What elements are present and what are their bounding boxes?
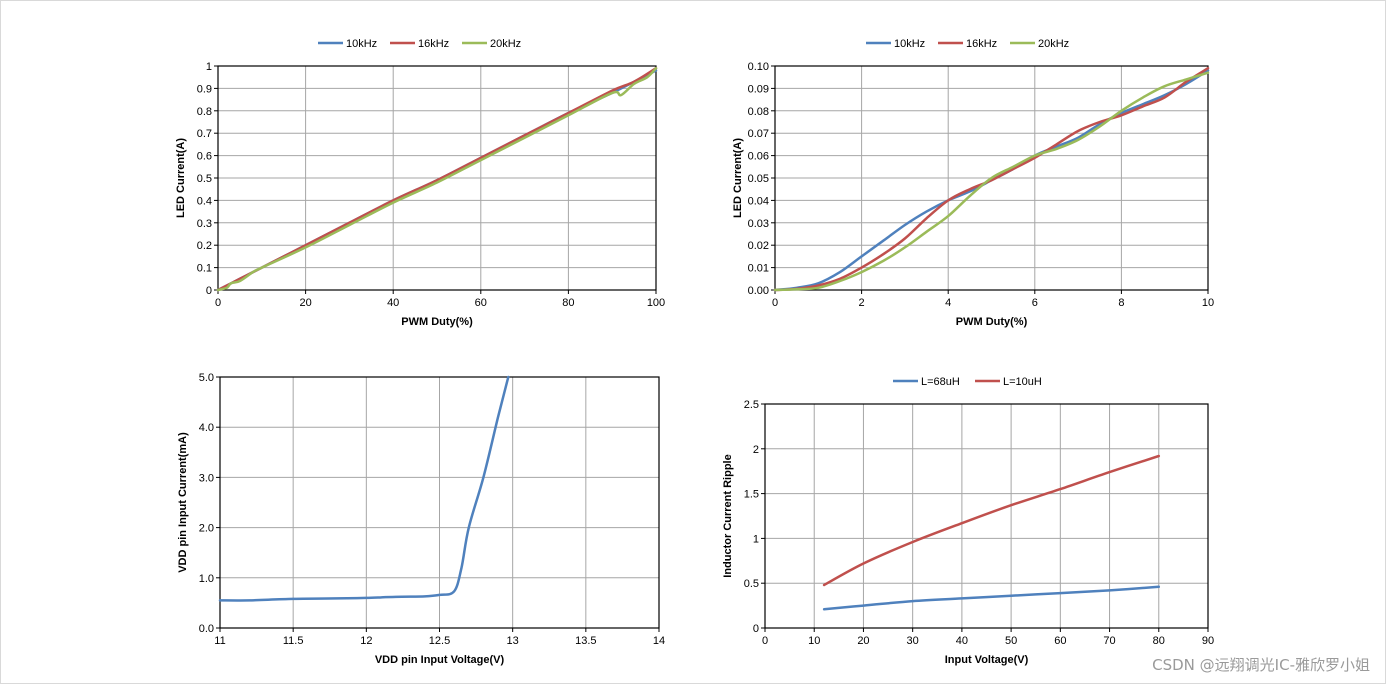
x-tick-label: 40 xyxy=(956,635,968,647)
y-tick-label: 0 xyxy=(206,285,212,297)
y-tick-label: 0.9 xyxy=(197,83,212,95)
y-tick-label: 0.09 xyxy=(748,83,769,95)
x-tick-label: 11 xyxy=(214,635,225,647)
x-axis-title: PWM Duty(%) xyxy=(956,316,1028,328)
x-axis-title: Input Voltage(V) xyxy=(945,654,1029,666)
x-tick-label: 50 xyxy=(1005,635,1017,647)
x-tick-label: 70 xyxy=(1103,635,1115,647)
y-tick-label: 0.08 xyxy=(748,106,769,118)
x-tick-label: 8 xyxy=(1118,297,1124,309)
x-tick-label: 60 xyxy=(1054,635,1066,647)
series-line-L=10uH xyxy=(822,454,1161,587)
y-tick-label: 0.1 xyxy=(197,263,212,275)
x-tick-label: 20 xyxy=(857,635,869,647)
y-tick-label: 0.03 xyxy=(748,218,769,230)
x-tick-label: 2 xyxy=(859,297,865,309)
series-line-16kHz xyxy=(773,66,1210,292)
x-tick-label: 11.5 xyxy=(283,635,304,647)
y-tick-label: 0.00 xyxy=(748,285,769,297)
x-axis-title: VDD pin Input Voltage(V) xyxy=(375,654,505,666)
x-tick-label: 90 xyxy=(1202,635,1214,647)
x-tick-label: 14 xyxy=(653,635,665,647)
y-tick-label: 0.07 xyxy=(748,128,769,140)
legend: L=68uH L=10uH xyxy=(893,376,1042,388)
y-tick-label: 0.01 xyxy=(748,263,769,275)
y-tick-label: 0.0 xyxy=(199,623,214,635)
x-tick-label: 30 xyxy=(907,635,919,647)
y-tick-label: 0.04 xyxy=(748,195,769,207)
y-tick-label: 1 xyxy=(753,533,759,545)
legend: 10kHz 16kHz 20kHz xyxy=(318,38,521,50)
legend-label: 20kHz xyxy=(490,38,521,50)
y-tick-label: 0.8 xyxy=(197,106,212,118)
y-tick-label: 0.3 xyxy=(197,218,212,230)
legend-label: 16kHz xyxy=(966,38,997,50)
x-tick-label: 20 xyxy=(299,297,311,309)
y-tick-label: 1 xyxy=(206,61,212,73)
legend-label: 20kHz xyxy=(1038,38,1069,50)
y-tick-label: 2.0 xyxy=(199,523,214,535)
legend-label: L=10uH xyxy=(1003,376,1042,388)
legend-label: 16kHz xyxy=(418,38,449,50)
y-tick-label: 0.4 xyxy=(197,195,212,207)
y-tick-label: 0.6 xyxy=(197,151,212,163)
legend-label: L=68uH xyxy=(921,376,960,388)
y-tick-label: 3.0 xyxy=(199,472,214,484)
chart-3: 11 11.5 12 12.5 13 13.5 14 0.0 1.0 2.0 3.0 4.0 5.0 VD… xyxy=(177,372,665,666)
x-tick-label: 80 xyxy=(562,297,574,309)
plot-frame xyxy=(764,403,1209,629)
x-tick-label: 12 xyxy=(360,635,372,647)
x-tick-label: 100 xyxy=(647,297,665,309)
x-tick-label: 13 xyxy=(507,635,519,647)
chart-1: 0 20 40 60 80 100 0 0.1 0.2 0.3 0.4 0.5 0.6 0.7 0.8 0.9… xyxy=(175,38,665,328)
x-tick-label: 0 xyxy=(772,297,778,309)
y-tick-label: 0 xyxy=(753,623,759,635)
y-tick-label: 2 xyxy=(753,444,759,456)
y-tick-label: 1.0 xyxy=(199,573,214,585)
y-tick-label: 0.7 xyxy=(197,128,212,140)
legend: 10kHz 16kHz 20kHz xyxy=(866,38,1069,50)
y-tick-label: 2.5 xyxy=(744,399,759,411)
x-tick-label: 60 xyxy=(475,297,487,309)
x-tick-label: 12.5 xyxy=(429,635,450,647)
watermark-text: CSDN @远翔调光IC-雅欣罗小姐 xyxy=(1152,656,1370,674)
y-axis-title: VDD pin Input Current(mA) xyxy=(177,432,189,573)
y-tick-label: 0.02 xyxy=(748,240,769,252)
y-tick-label: 0.05 xyxy=(748,173,769,185)
y-tick-label: 0.5 xyxy=(197,173,212,185)
y-tick-label: 0.5 xyxy=(744,578,759,590)
x-tick-label: 0 xyxy=(215,297,221,309)
series-line-L=68uH xyxy=(822,585,1161,611)
x-tick-label: 0 xyxy=(762,635,768,647)
x-axis-title: PWM Duty(%) xyxy=(401,316,473,328)
y-tick-label: 0.06 xyxy=(748,151,769,163)
y-axis-title: LED Current(A) xyxy=(732,138,744,218)
x-tick-label: 4 xyxy=(945,297,951,309)
series-line-curve xyxy=(218,375,510,602)
x-tick-label: 80 xyxy=(1153,635,1165,647)
y-tick-label: 5.0 xyxy=(199,372,214,384)
y-tick-label: 1.5 xyxy=(744,489,759,501)
y-axis-title: Inductor Current Ripple xyxy=(722,454,734,577)
y-tick-label: 0.10 xyxy=(748,61,769,73)
y-tick-label: 4.0 xyxy=(199,422,214,434)
y-axis-title: LED Current(A) xyxy=(175,138,187,218)
chart-4: 0 10 20 30 40 50 60 70 80 90 0 0.5 1 1.5 2 2.5 Input Vol… xyxy=(722,376,1214,666)
x-tick-label: 10 xyxy=(1202,297,1214,309)
x-tick-label: 6 xyxy=(1032,297,1038,309)
x-tick-label: 40 xyxy=(387,297,399,309)
chart-2: 0 2 4 6 8 10 0.00 0.01 0.02 0.03 0.04 0.05 0.06 0.07 0… xyxy=(732,38,1214,328)
legend-label: 10kHz xyxy=(346,38,377,50)
series-line-20kHz xyxy=(216,66,658,292)
y-tick-label: 0.2 xyxy=(197,240,212,252)
legend-label: 10kHz xyxy=(894,38,925,50)
series-line-20kHz xyxy=(773,71,1210,292)
x-tick-label: 13.5 xyxy=(575,635,596,647)
x-tick-label: 10 xyxy=(808,635,820,647)
